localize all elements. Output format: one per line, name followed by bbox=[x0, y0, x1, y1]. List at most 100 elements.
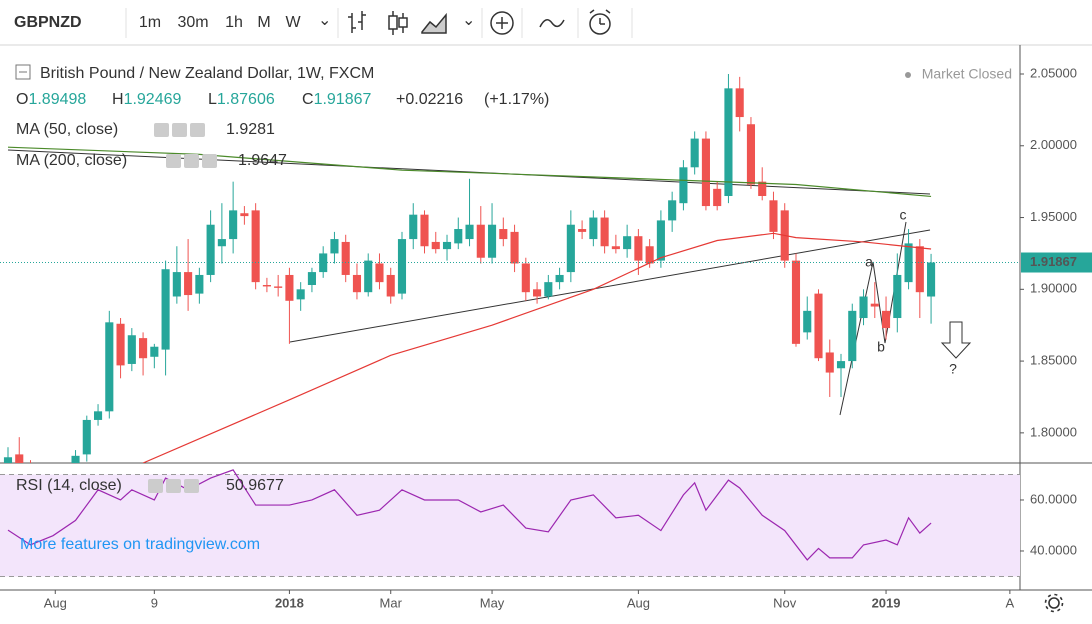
status-dot bbox=[905, 72, 911, 78]
candle-body bbox=[307, 272, 316, 286]
candle-body bbox=[724, 88, 733, 197]
indicator-name[interactable]: MA (200, close) bbox=[16, 152, 127, 169]
candle-body bbox=[341, 241, 350, 275]
indicator-button[interactable] bbox=[172, 123, 187, 137]
interval-button[interactable]: M bbox=[257, 14, 270, 31]
watermark[interactable]: More features on tradingview.com bbox=[20, 536, 260, 553]
candle-body bbox=[904, 243, 913, 283]
indicator-button[interactable] bbox=[166, 479, 181, 493]
last-price-label: 1.91867 bbox=[1030, 254, 1077, 269]
candle-body bbox=[93, 411, 103, 420]
bar-style-icon[interactable] bbox=[348, 11, 366, 33]
candle-body bbox=[881, 310, 891, 329]
settings-icon[interactable] bbox=[1044, 593, 1064, 613]
candle-body bbox=[510, 231, 519, 264]
ohlc-letter: H bbox=[112, 91, 124, 108]
indicator-button[interactable] bbox=[148, 479, 163, 493]
candle-body bbox=[161, 269, 170, 350]
toolbar bbox=[0, 0, 1092, 45]
x-tick-label: 9 bbox=[151, 595, 158, 610]
candle-body bbox=[71, 455, 80, 463]
ohlc-value: 1.92469 bbox=[124, 91, 182, 108]
candle-body bbox=[172, 272, 181, 297]
indicator-button[interactable] bbox=[202, 154, 217, 168]
x-tick-label: Nov bbox=[773, 595, 797, 610]
x-tick-label: May bbox=[480, 595, 505, 610]
symbol[interactable]: GBPNZD bbox=[14, 14, 82, 31]
candle-body bbox=[634, 236, 643, 261]
candle-body bbox=[105, 322, 114, 412]
interval-button[interactable]: 1h bbox=[225, 14, 243, 31]
indicator-name[interactable]: MA (50, close) bbox=[16, 121, 118, 138]
rsi-title[interactable]: RSI (14, close) bbox=[16, 477, 122, 494]
candle-body bbox=[735, 88, 744, 118]
candle-body bbox=[127, 335, 136, 364]
candle-body bbox=[431, 241, 440, 250]
indicator-button[interactable] bbox=[184, 479, 199, 493]
interval-dropdown[interactable]: ⌄ bbox=[318, 12, 331, 29]
candle-body bbox=[251, 210, 260, 283]
style-dropdown[interactable]: ⌄ bbox=[462, 12, 475, 29]
candle-body bbox=[217, 239, 226, 247]
indicator-value: 1.9281 bbox=[226, 121, 275, 138]
candle-body bbox=[397, 239, 407, 294]
candle-body bbox=[296, 289, 305, 300]
candle-body bbox=[274, 286, 283, 288]
ohlc-letter: C bbox=[302, 91, 314, 108]
candle-body bbox=[927, 262, 936, 297]
ohlc-legend: C1.91867 bbox=[302, 91, 372, 108]
candle-body bbox=[420, 214, 429, 247]
change-pct: (+1.17%) bbox=[484, 91, 549, 108]
ohlc-letter: O bbox=[16, 91, 28, 108]
indicators-icon[interactable] bbox=[490, 11, 514, 35]
candle-body bbox=[690, 138, 699, 168]
candle-body bbox=[15, 454, 24, 463]
candle-body bbox=[206, 224, 215, 275]
candle-body bbox=[791, 260, 801, 344]
interval-button[interactable]: 1m bbox=[139, 14, 161, 31]
candle-body bbox=[3, 457, 13, 463]
y-tick-label: 40.0000 bbox=[1030, 542, 1077, 557]
main-pane bbox=[0, 73, 1020, 463]
candle-body bbox=[578, 229, 587, 232]
indicator-value: 1.9647 bbox=[238, 152, 287, 169]
y-tick-label: 2.05000 bbox=[1030, 65, 1077, 80]
candle-body bbox=[262, 285, 271, 287]
wave-label: ? bbox=[949, 361, 957, 377]
candle-body bbox=[150, 346, 159, 357]
candle-body bbox=[116, 323, 125, 366]
candle-body bbox=[319, 253, 328, 273]
ohlc-legend: H1.92469 bbox=[112, 91, 182, 108]
candle-body bbox=[240, 213, 249, 217]
alert-icon[interactable] bbox=[589, 9, 611, 35]
interval-button[interactable]: W bbox=[285, 14, 301, 31]
candle-body bbox=[600, 217, 609, 247]
series-title[interactable]: British Pound / New Zealand Dollar, 1W, … bbox=[40, 65, 374, 82]
indicator-button[interactable] bbox=[166, 154, 181, 168]
candle-body bbox=[476, 224, 485, 258]
candle-body bbox=[386, 274, 395, 297]
candle-style-icon[interactable] bbox=[388, 11, 408, 35]
area-style-icon[interactable] bbox=[421, 12, 447, 34]
x-tick-label: Mar bbox=[380, 595, 403, 610]
candle-body bbox=[487, 224, 497, 258]
candle-body bbox=[195, 274, 204, 294]
candle-body bbox=[814, 293, 823, 359]
wave-label: a bbox=[865, 254, 873, 270]
candle-body bbox=[454, 229, 463, 244]
candle-body bbox=[836, 361, 846, 369]
candle-body bbox=[285, 274, 294, 301]
collapse-button[interactable] bbox=[15, 64, 31, 80]
y-tick-label: 1.80000 bbox=[1030, 424, 1077, 439]
indicator-button[interactable] bbox=[154, 123, 169, 137]
indicator-button[interactable] bbox=[190, 123, 205, 137]
candle-body bbox=[442, 241, 452, 250]
interval-button[interactable]: 30m bbox=[177, 14, 208, 31]
candle-body bbox=[668, 200, 677, 221]
x-tick-label: Aug bbox=[44, 595, 67, 610]
candle-body bbox=[352, 274, 362, 293]
compare-icon[interactable] bbox=[539, 19, 565, 28]
indicator-button[interactable] bbox=[184, 154, 199, 168]
candle-body bbox=[229, 210, 238, 240]
ohlc-legend: O1.89498 bbox=[16, 91, 86, 108]
